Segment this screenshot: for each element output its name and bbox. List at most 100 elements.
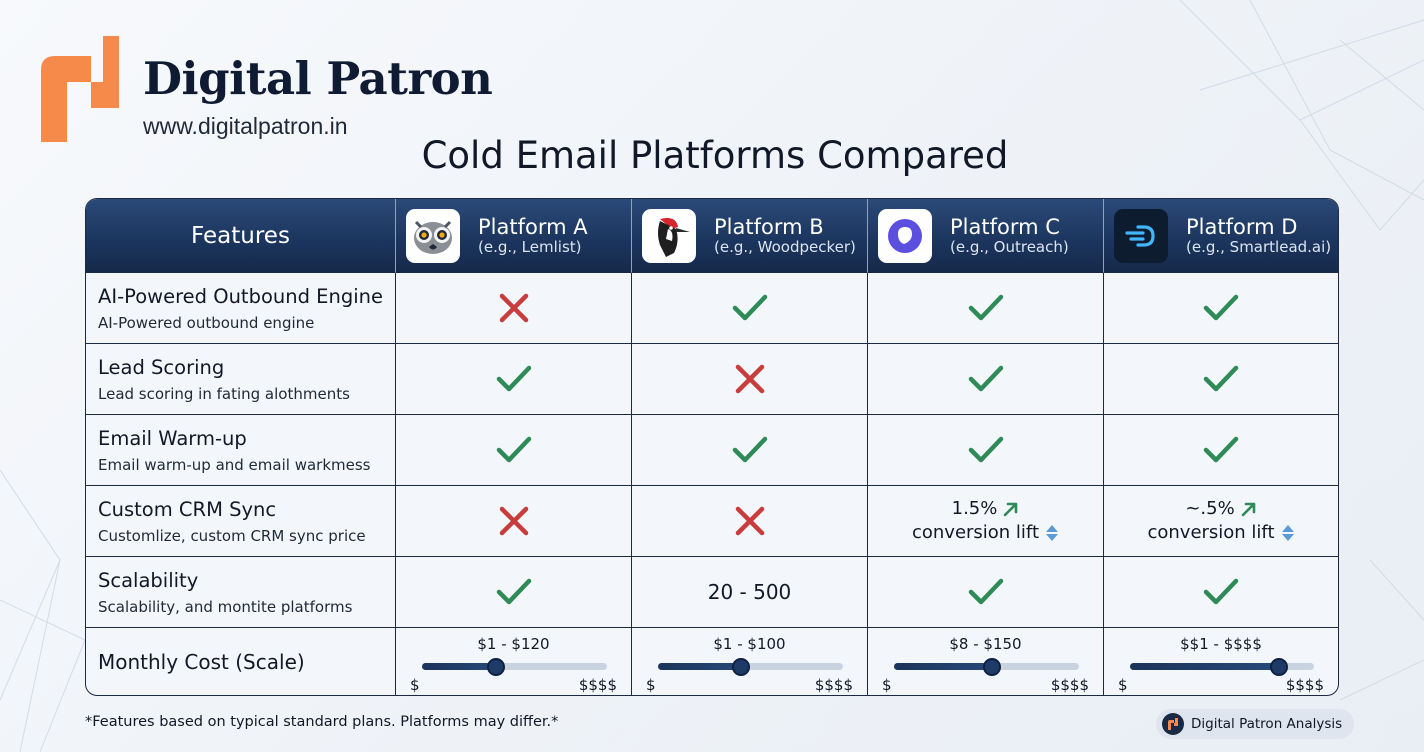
check-icon: [496, 578, 531, 605]
cost-cell-platform-b: $1 - $100 $ $$$$: [632, 628, 868, 695]
feature-email-warmup: Email Warm-up Email warm-up and email wa…: [86, 415, 396, 486]
outreach-icon: [878, 208, 932, 263]
feature-desc: Lead scoring in fating alothments: [98, 384, 350, 403]
feature-desc: Scalability, and montite platforms: [98, 597, 353, 616]
feature-monthly-cost: Monthly Cost (Scale): [86, 628, 396, 695]
cost-high-label: $$$$: [578, 676, 617, 694]
value-cell: 1.5% conversion lift: [868, 486, 1104, 557]
cost-range: $8 - $150: [949, 635, 1022, 653]
cost-slider-fill: [658, 663, 742, 670]
value-cell: [868, 273, 1104, 344]
platform-b-header: Platform B (e.g., Woodpecker): [632, 199, 868, 273]
trend-up-icon: [1241, 502, 1255, 517]
value-cell: [632, 486, 868, 557]
platform-d-example: (e.g., Smartlead.ai): [1186, 237, 1332, 256]
cross-icon: [735, 506, 764, 536]
platform-b-example: (e.g., Woodpecker): [714, 237, 856, 256]
platform-b-name: Platform B: [714, 214, 824, 239]
feature-desc: Customlize, custom CRM sync price: [98, 526, 366, 545]
cost-slider-thumb: [983, 657, 1002, 676]
value-cell: [868, 415, 1104, 486]
value-cell: [1104, 415, 1338, 486]
check-icon: [732, 436, 767, 463]
page-title: Cold Email Platforms Compared: [421, 134, 1009, 177]
cost-high-label: $$$$: [814, 676, 853, 694]
woodpecker-icon: [642, 208, 696, 263]
cost-range: $$1 - $$$$: [1180, 635, 1262, 653]
feature-title: Monthly Cost (Scale): [98, 650, 305, 674]
check-icon: [496, 365, 531, 392]
feature-lead-scoring: Lead Scoring Lead scoring in fating alot…: [86, 344, 396, 415]
conversion-value: ~.5%: [1185, 498, 1235, 519]
lemur-icon: [406, 208, 460, 263]
cost-low-label: $: [646, 676, 656, 694]
conversion-value: 1.5%: [951, 498, 998, 519]
cost-high-label: $$$$: [1285, 676, 1324, 694]
value-cell: [632, 273, 868, 344]
value-cell: [1104, 273, 1338, 344]
cost-cell-platform-a: $1 - $120 $ $$$$: [396, 628, 632, 695]
check-icon: [968, 578, 1003, 605]
cost-slider: [1130, 657, 1314, 676]
up-down-icon: [1281, 525, 1294, 541]
cost-slider-thumb: [1270, 657, 1289, 676]
features-header: Features: [86, 199, 396, 273]
feature-ai-outbound: AI-Powered Outbound Engine AI-Powered ou…: [86, 273, 396, 344]
check-icon: [968, 365, 1003, 392]
cost-slider: [658, 657, 843, 676]
value-cell: [632, 344, 868, 415]
platform-a-name: Platform A: [478, 214, 588, 239]
check-icon: [1203, 578, 1239, 605]
cost-slider-thumb: [732, 657, 751, 676]
value-cell: [396, 557, 632, 628]
feature-scalability: Scalability Scalability, and montite pla…: [86, 557, 396, 628]
up-down-icon: [1046, 525, 1059, 541]
check-icon: [496, 436, 531, 463]
value-cell: [1104, 344, 1338, 415]
check-icon: [968, 294, 1003, 321]
cost-slider: [894, 657, 1079, 676]
feature-title: Lead Scoring: [98, 355, 225, 379]
value-cell: [396, 415, 632, 486]
value-cell: [396, 344, 632, 415]
feature-title: Scalability: [98, 568, 199, 592]
platform-d-header: Platform D (e.g., Smartlead.ai): [1104, 199, 1338, 273]
feature-desc: Email warm-up and email warkmess: [98, 455, 371, 474]
cross-icon: [499, 506, 528, 536]
value-cell: [396, 486, 632, 557]
cost-low-label: $: [410, 676, 420, 694]
feature-desc: AI-Powered outbound engine: [98, 313, 315, 332]
value-cell: [396, 273, 632, 344]
check-icon: [732, 294, 767, 321]
value-cell: [1104, 557, 1338, 628]
footnote: *Features based on typical standard plan…: [85, 714, 559, 730]
platform-a-example: (e.g., Lemlist): [478, 237, 582, 256]
brand-url: www.digitalpatron.in: [143, 113, 348, 139]
value-cell: [632, 415, 868, 486]
cost-slider-fill: [894, 663, 993, 670]
smartlead-icon: [1114, 208, 1168, 263]
feature-title: AI-Powered Outbound Engine: [98, 284, 384, 308]
feature-title: Email Warm-up: [98, 426, 247, 450]
platform-c-example: (e.g., Outreach): [950, 237, 1069, 256]
cost-slider-thumb: [487, 657, 505, 676]
cost-slider-fill: [1130, 663, 1280, 670]
trend-up-icon: [1004, 502, 1018, 517]
platform-c-name: Platform C: [950, 214, 1060, 239]
cross-icon: [735, 364, 764, 394]
conversion-label: conversion lift: [1147, 522, 1275, 543]
check-icon: [1203, 365, 1239, 392]
check-icon: [968, 436, 1003, 463]
comparison-table: Features Platform A (e.g., Lemlist): [85, 198, 1339, 696]
check-icon: [1203, 436, 1239, 463]
conversion-label: conversion lift: [911, 522, 1040, 543]
platform-c-header: Platform C (e.g., Outreach): [868, 199, 1104, 273]
cost-low-label: $: [1118, 676, 1128, 694]
brand-name: Digital Patron: [143, 52, 493, 105]
value-cell: [868, 344, 1104, 415]
value-text: 20 - 500: [707, 580, 792, 604]
digital-patron-logo: [41, 36, 119, 142]
cost-slider: [422, 657, 607, 676]
cost-cell-platform-d: $$1 - $$$$ $ $$$$: [1104, 628, 1338, 695]
feature-title: Custom CRM Sync: [98, 497, 277, 521]
